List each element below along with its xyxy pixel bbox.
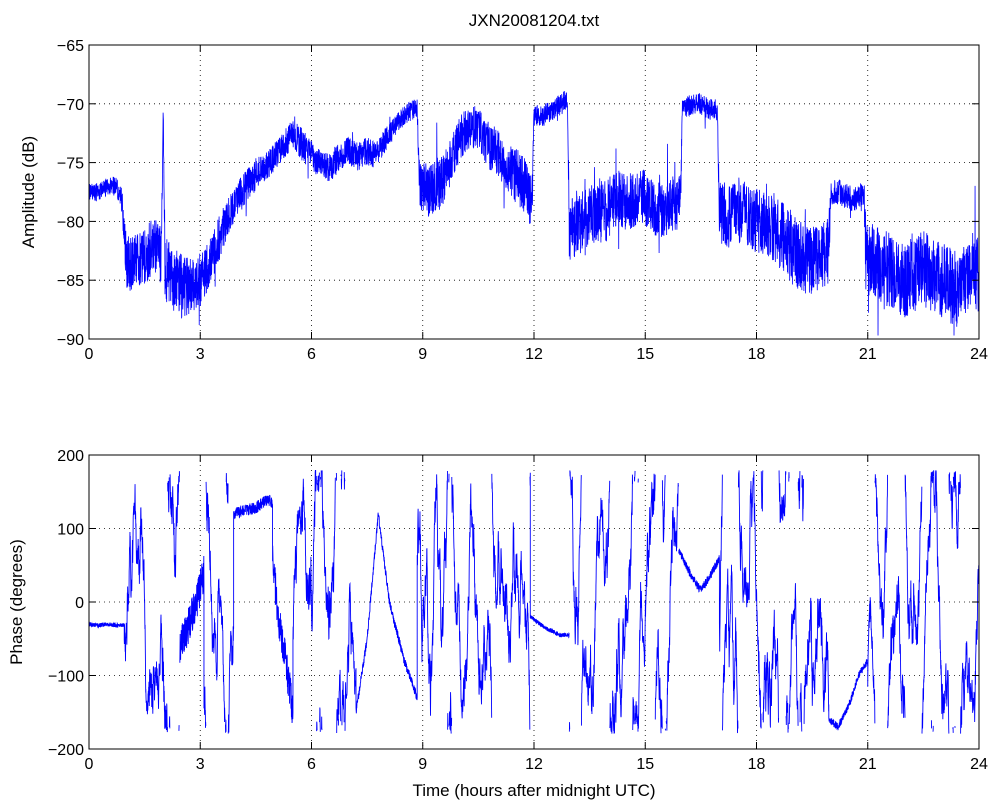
phase-y-tick-label: 100 bbox=[57, 522, 84, 539]
amplitude-x-tick-label: 18 bbox=[748, 346, 766, 363]
phase-x-tick-label: 6 bbox=[307, 756, 316, 773]
amplitude-x-tick-label: 21 bbox=[859, 346, 877, 363]
phase-x-tick-label: 3 bbox=[196, 756, 205, 773]
amplitude-y-tick-label: −90 bbox=[57, 332, 84, 349]
phase-x-tick-label: 9 bbox=[418, 756, 427, 773]
phase-trace bbox=[88, 469, 980, 734]
amplitude-y-tick-label: −80 bbox=[57, 214, 84, 231]
amplitude-y-tick-label: −75 bbox=[57, 156, 84, 173]
amplitude-x-tick-label: 15 bbox=[636, 346, 654, 363]
phase-y-tick-label: 200 bbox=[57, 448, 84, 465]
phase-x-tick-label: 18 bbox=[748, 756, 766, 773]
phase-plot: 0 3 6 9 12 15 18 21 24 −200 −100 0 100 200 Phase (deg… bbox=[7, 448, 988, 800]
phase-y-tick-label: −100 bbox=[48, 669, 84, 686]
phase-x-tick-label: 24 bbox=[970, 756, 988, 773]
phase-x-tick-label: 21 bbox=[859, 756, 877, 773]
phase-x-axis-label: Time (hours after midnight UTC) bbox=[412, 781, 655, 800]
phase-x-tick-label: 15 bbox=[636, 756, 654, 773]
phase-x-tick-label: 12 bbox=[525, 756, 543, 773]
amplitude-x-tick-label: 24 bbox=[970, 346, 988, 363]
chart-title: JXN20081204.txt bbox=[469, 11, 600, 30]
amplitude-y-tick-label: −70 bbox=[57, 97, 84, 114]
amplitude-series-line bbox=[88, 91, 980, 336]
amplitude-y-tick-label: −65 bbox=[57, 38, 84, 55]
phase-y-axis-label: Phase (degrees) bbox=[7, 539, 26, 665]
amplitude-y-tick-label: −85 bbox=[57, 273, 84, 290]
phase-y-tick-label: 0 bbox=[75, 595, 84, 612]
phase-y-tick-label: −200 bbox=[48, 742, 84, 759]
amplitude-ticks: 0 3 6 9 12 15 18 21 24 −90 −85 −80 −75 −70 −65 bbox=[57, 38, 988, 363]
phase-ticks: 0 3 6 9 12 15 18 21 24 −200 −100 0 100 200 bbox=[48, 448, 988, 773]
phase-series-line bbox=[88, 469, 980, 734]
amplitude-y-axis-label: Amplitude (dB) bbox=[19, 136, 38, 248]
amplitude-x-tick-label: 6 bbox=[307, 346, 316, 363]
amplitude-x-tick-label: 0 bbox=[85, 346, 94, 363]
phase-x-tick-label: 0 bbox=[85, 756, 94, 773]
phase-grid bbox=[89, 455, 979, 749]
amplitude-trace bbox=[88, 91, 980, 336]
amplitude-x-tick-label: 9 bbox=[418, 346, 427, 363]
amplitude-x-tick-label: 12 bbox=[525, 346, 543, 363]
amplitude-plot: 0 3 6 9 12 15 18 21 24 −90 −85 −80 −75 −70 −65 Amplitu… bbox=[19, 38, 988, 363]
amplitude-x-tick-label: 3 bbox=[196, 346, 205, 363]
